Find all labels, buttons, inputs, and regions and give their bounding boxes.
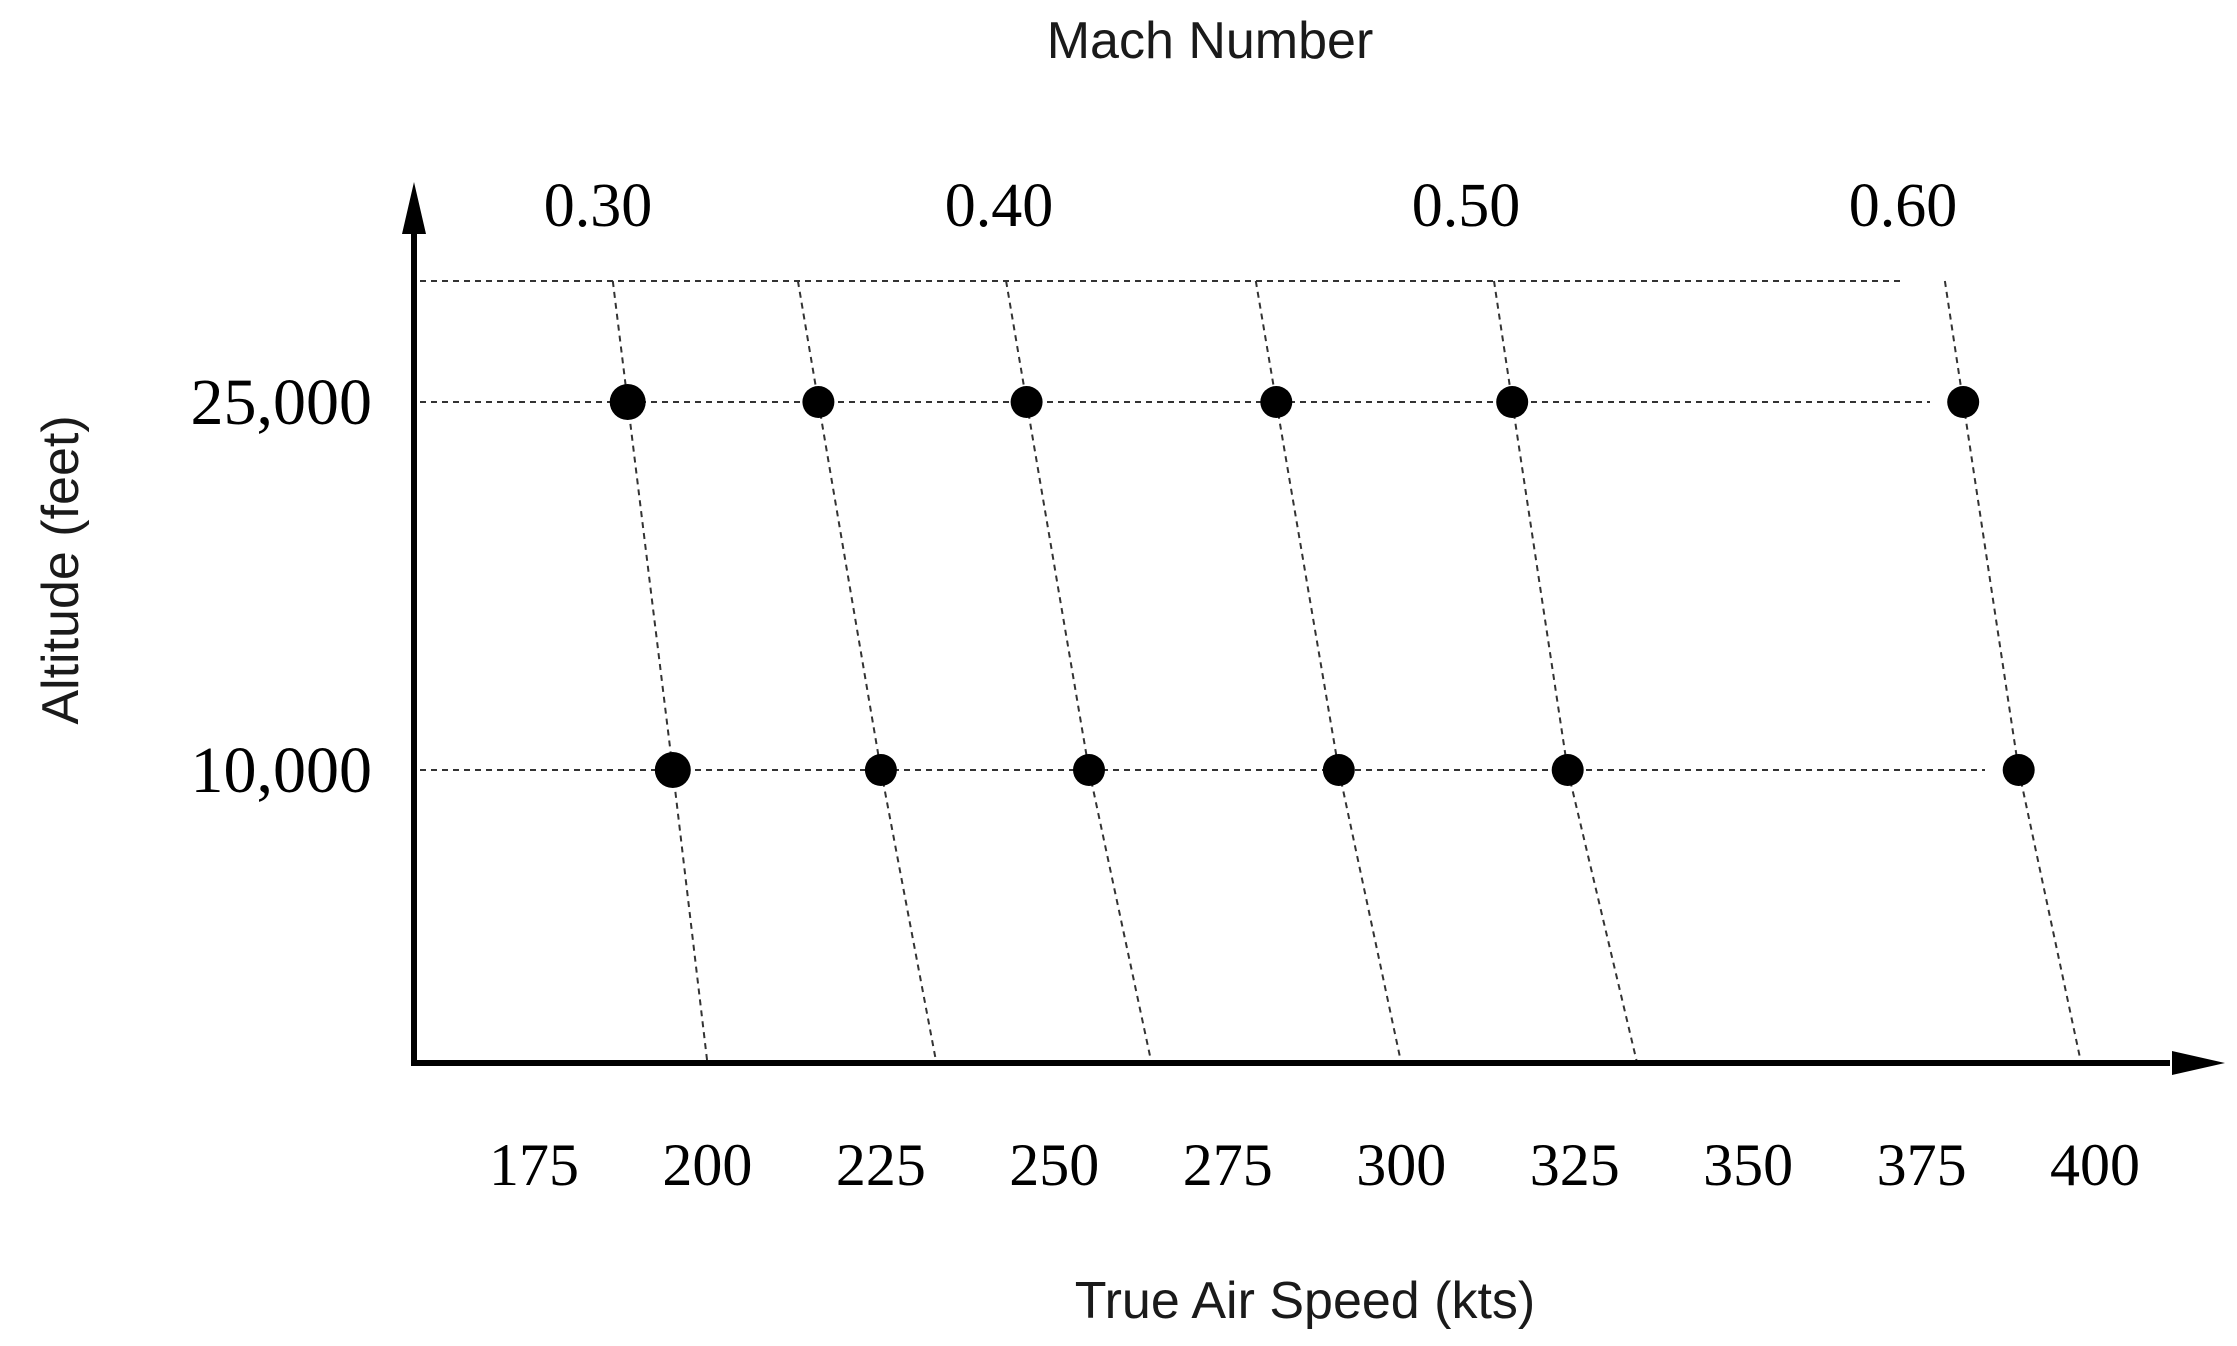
mach-line (1005, 280, 1028, 403)
x-tick-label: 275 (1183, 1132, 1273, 1198)
data-point (1322, 754, 1355, 786)
mach-line (879, 769, 938, 1064)
axes (402, 182, 2225, 1075)
x-tick-label: 175 (489, 1132, 579, 1198)
mach-tick-label: 0.30 (544, 172, 653, 240)
mach-line (817, 401, 882, 771)
x-tick-label: 375 (1877, 1132, 1967, 1198)
x-tick-label: 300 (1356, 1132, 1446, 1198)
y-tick-labels: 25,000 10,000 (191, 366, 373, 807)
x-tick-labels: 175 200 225 250 275 300 325 350 375 400 (489, 1132, 2140, 1198)
x-axis-arrowhead (2172, 1051, 2225, 1075)
mach-tick-label: 0.40 (945, 172, 1054, 240)
data-point (1260, 386, 1293, 418)
y-tick-label: 25,000 (191, 366, 373, 439)
mach-line (671, 769, 709, 1064)
mach-tick-labels: 0.30 0.40 0.50 0.60 (544, 172, 1958, 240)
x-axis-label: True Air Speed (kts) (1075, 1272, 1535, 1330)
data-point (1551, 754, 1584, 786)
x-tick-label: 350 (1703, 1132, 1793, 1198)
data-point (802, 386, 835, 418)
mach-line (1337, 769, 1403, 1064)
mach-line (2017, 769, 2083, 1064)
mach-line (1088, 769, 1153, 1064)
data-points (609, 384, 2035, 788)
mach-line (1275, 401, 1340, 771)
mach-line (611, 280, 629, 403)
x-tick-label: 400 (2050, 1132, 2140, 1198)
mach-tick-label: 0.50 (1412, 172, 1521, 240)
data-point (1496, 386, 1529, 418)
mach-line (1025, 401, 1090, 771)
data-point (864, 754, 897, 786)
mach-tick-label: 0.60 (1849, 172, 1958, 240)
data-point (1010, 386, 1043, 418)
data-point (609, 384, 646, 420)
mach-line (1962, 401, 2020, 771)
mach-line (1511, 401, 1569, 771)
mach-line (1943, 280, 1965, 403)
y-tick-label: 10,000 (191, 734, 373, 807)
x-tick-label: 200 (662, 1132, 752, 1198)
mach-line (1493, 280, 1514, 403)
mach-line (626, 401, 674, 771)
top-axis-label: Mach Number (1047, 12, 1374, 70)
x-tick-label: 250 (1009, 1132, 1099, 1198)
x-tick-label: 225 (836, 1132, 926, 1198)
data-point (654, 752, 691, 788)
mach-line (1566, 769, 1639, 1064)
data-point (2002, 754, 2035, 786)
y-axis-arrowhead (402, 182, 426, 234)
x-tick-label: 325 (1530, 1132, 1620, 1198)
y-axis-label: Altitude (feet) (32, 415, 90, 724)
mach-line-group (611, 280, 2083, 1064)
mach-line (796, 280, 820, 403)
data-point (1947, 386, 1980, 418)
mach-line (1254, 280, 1278, 403)
data-point (1073, 754, 1105, 786)
guide-lines (420, 280, 1985, 771)
